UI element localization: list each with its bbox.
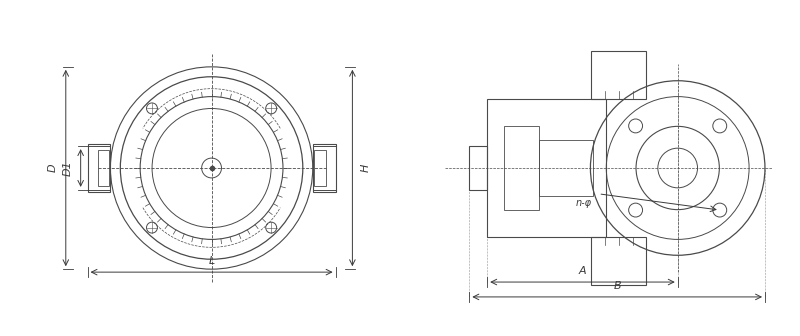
Text: H: H	[360, 164, 370, 172]
Bar	[591, 238, 646, 285]
Text: A: A	[578, 266, 586, 276]
Bar	[98, 150, 110, 186]
Bar	[313, 144, 335, 192]
Bar	[539, 140, 594, 196]
Bar	[88, 144, 110, 192]
Bar	[591, 51, 646, 98]
Text: D1: D1	[62, 160, 73, 176]
Bar	[470, 146, 487, 190]
Text: n-φ: n-φ	[575, 198, 591, 208]
Text: D: D	[48, 164, 58, 172]
Bar	[487, 98, 606, 238]
Text: L: L	[209, 256, 214, 266]
Bar	[314, 150, 326, 186]
Text: B: B	[614, 281, 621, 291]
Bar	[504, 126, 539, 210]
